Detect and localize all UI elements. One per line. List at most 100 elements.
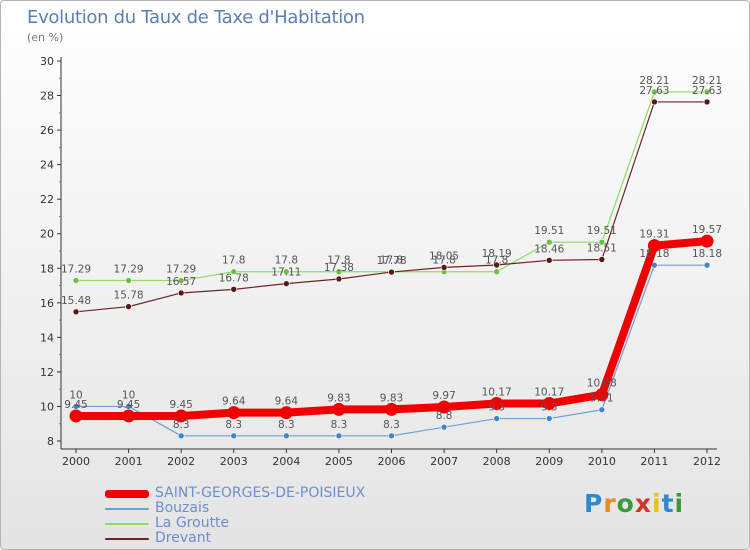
y-tick-label: 22 <box>40 193 54 206</box>
logo-letter: r <box>603 489 617 518</box>
data-point <box>545 238 553 246</box>
legend-swatch <box>105 489 149 498</box>
legend-label: Bouzais <box>155 500 210 516</box>
legend-item: Bouzais <box>105 501 365 516</box>
data-point <box>545 257 553 264</box>
data-point <box>490 397 504 411</box>
data-point <box>388 268 395 276</box>
y-tick-label: 30 <box>40 55 54 68</box>
data-label: 19.51 <box>587 225 617 237</box>
data-point <box>651 88 658 96</box>
data-label: 9.45 <box>64 399 87 411</box>
data-label: 17.8 <box>222 255 245 267</box>
x-tick-label: 2008 <box>483 455 511 468</box>
data-point <box>230 432 238 440</box>
y-tick-label: 12 <box>40 366 54 379</box>
data-point <box>177 277 185 284</box>
data-point <box>437 400 451 414</box>
data-label: 8.8 <box>436 410 453 422</box>
y-tick-label: 24 <box>40 159 54 172</box>
data-point <box>125 403 132 410</box>
data-point <box>69 409 83 423</box>
data-label: 17.8 <box>485 255 508 267</box>
data-label: 18.18 <box>692 248 722 260</box>
data-point <box>227 406 241 420</box>
data-point <box>230 268 238 276</box>
x-tick-label: 2006 <box>378 455 406 468</box>
data-label: 28.21 <box>692 75 722 87</box>
data-label: 19.57 <box>692 224 722 236</box>
x-tick-label: 2011 <box>640 455 668 468</box>
y-tick-label: 10 <box>40 400 54 413</box>
data-point <box>595 388 609 402</box>
y-tick-label: 18 <box>40 262 54 275</box>
data-label: 9.81 <box>590 393 613 405</box>
data-label: 17.8 <box>432 255 455 267</box>
data-label: 18.46 <box>534 243 564 255</box>
legend-swatch <box>105 522 149 525</box>
data-label: 8.3 <box>383 419 400 431</box>
data-label: 19.31 <box>639 229 669 241</box>
data-point <box>332 402 346 416</box>
data-label: 10.17 <box>482 387 512 399</box>
data-label: 18.19 <box>482 248 512 260</box>
data-label: 9.97 <box>432 390 455 402</box>
data-point <box>385 402 398 416</box>
data-label: 27.63 <box>639 85 669 97</box>
data-point <box>388 432 395 440</box>
data-label: 17.29 <box>114 264 144 276</box>
y-tick-label: 28 <box>40 90 54 103</box>
legend-swatch <box>105 537 149 540</box>
data-point <box>542 397 556 411</box>
data-label: 9.83 <box>327 392 350 404</box>
data-point <box>335 275 343 283</box>
x-tick-label: 2009 <box>535 455 563 468</box>
data-label: 18.51 <box>587 242 617 254</box>
x-tick-label: 2012 <box>693 455 721 468</box>
data-label: 17.29 <box>61 264 91 276</box>
data-label: 18.18 <box>639 248 669 260</box>
data-point <box>125 303 132 310</box>
data-label: 8.3 <box>173 419 190 431</box>
data-label: 8.3 <box>331 419 348 431</box>
data-point <box>545 415 553 422</box>
data-point <box>651 98 658 106</box>
data-label: 10 <box>122 389 135 401</box>
data-label: 9.3 <box>541 402 558 414</box>
data-label: 8.3 <box>278 419 295 431</box>
legend-label: Drevant <box>155 530 212 546</box>
data-point <box>335 268 343 276</box>
logo-letter: P <box>584 489 604 518</box>
legend-item: La Groutte <box>105 516 365 531</box>
x-tick-label: 2001 <box>115 455 143 468</box>
data-point <box>283 268 290 276</box>
data-point <box>283 280 290 287</box>
data-point <box>125 277 132 284</box>
data-label: 9.64 <box>275 396 299 408</box>
legend-label: SAINT-GEORGES-DE-POISIEUX <box>155 485 366 501</box>
data-label: 10.17 <box>534 387 564 399</box>
legend-item: SAINT-GEORGES-DE-POISIEUX <box>105 486 365 501</box>
logo-letter: i <box>652 489 662 518</box>
data-point <box>230 286 238 293</box>
x-tick-label: 2010 <box>588 455 616 468</box>
data-point <box>700 234 714 248</box>
data-label: 9.83 <box>380 392 403 404</box>
proxiti-logo: Proxiti <box>584 489 684 518</box>
logo-letter: o <box>616 489 635 518</box>
data-label: 9.64 <box>222 396 246 408</box>
x-tick-label: 2005 <box>325 455 353 468</box>
data-point <box>440 264 448 271</box>
data-point <box>647 239 661 253</box>
data-label: 17.78 <box>376 255 406 267</box>
data-point <box>279 406 293 420</box>
x-tick-label: 2003 <box>220 455 248 468</box>
data-point <box>598 256 606 263</box>
y-tick-label: 16 <box>40 297 54 310</box>
data-label: 8.3 <box>225 419 242 431</box>
data-label: 28.21 <box>639 75 669 87</box>
y-tick-label: 20 <box>40 228 54 241</box>
data-label: 9.3 <box>488 402 505 414</box>
logo-letter: t <box>661 489 675 518</box>
